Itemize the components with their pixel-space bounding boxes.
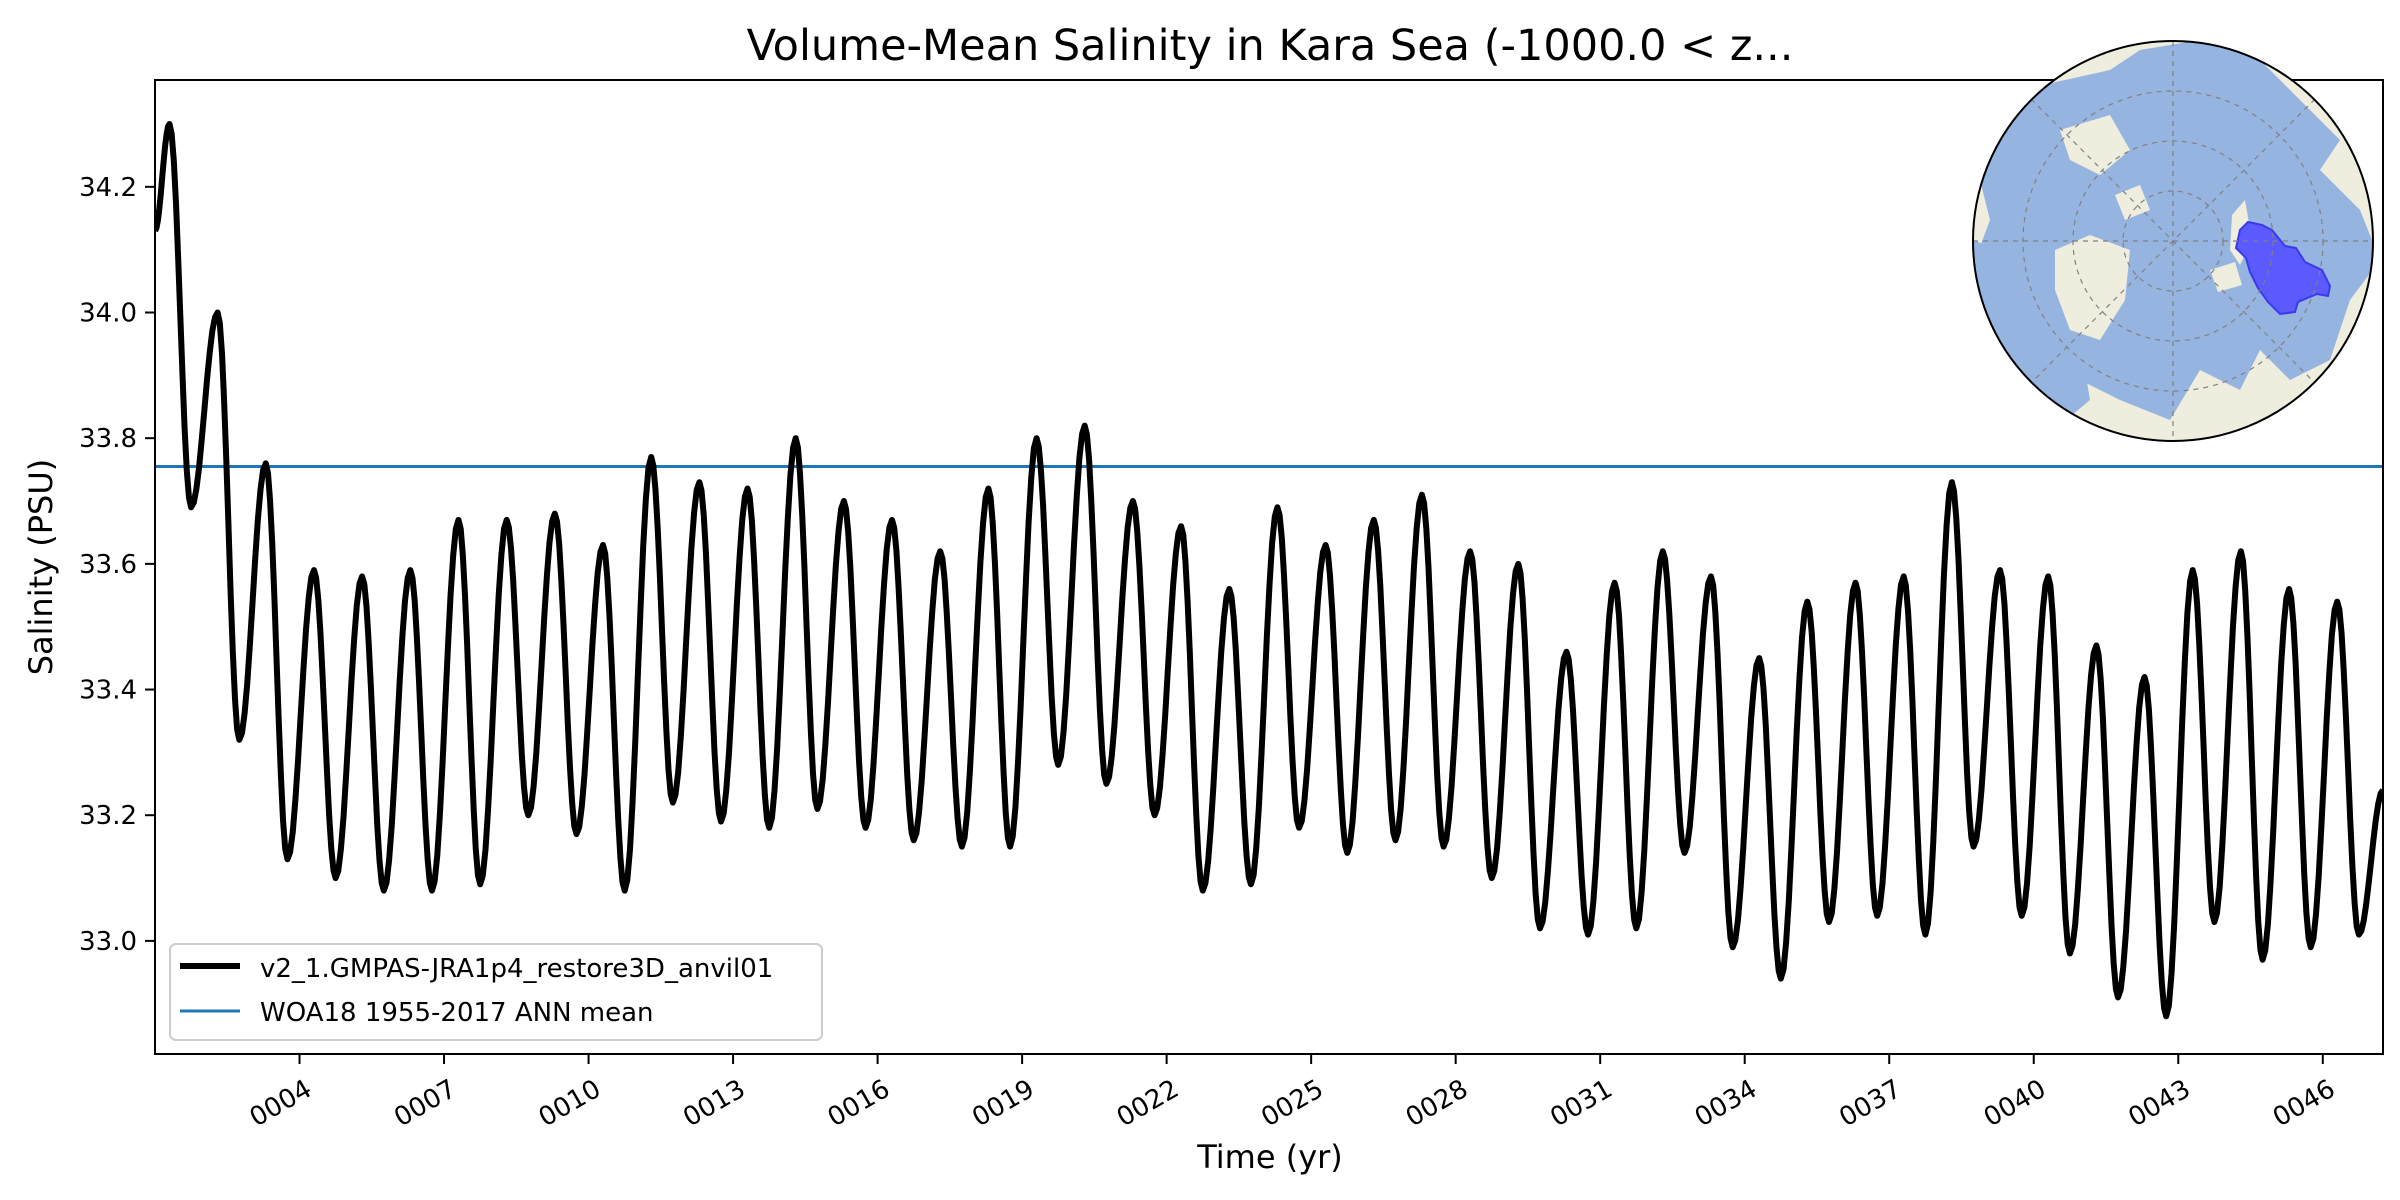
x-tick-label: 0010 bbox=[534, 1074, 606, 1133]
canadian-islands bbox=[2060, 115, 2150, 220]
chart-title: Volume-Mean Salinity in Kara Sea (-1000.… bbox=[747, 21, 1794, 71]
x-tick-label: 0046 bbox=[2268, 1074, 2340, 1133]
y-axis-ticks: 33.0 33.2 33.4 33.6 33.8 34.0 34.2 bbox=[79, 173, 155, 957]
y-tick-label: 33.6 bbox=[79, 550, 137, 580]
legend-label-model: v2_1.GMPAS-JRA1p4_restore3D_anvil01 bbox=[260, 954, 773, 984]
x-tick-label: 0031 bbox=[1545, 1074, 1617, 1133]
x-tick-label: 0007 bbox=[389, 1074, 461, 1133]
y-axis-label: Salinity (PSU) bbox=[22, 459, 60, 676]
kara-sea-region bbox=[2234, 220, 2332, 316]
x-tick-label: 0016 bbox=[823, 1074, 895, 1133]
y-tick-label: 33.0 bbox=[79, 927, 137, 957]
y-tick-label: 33.8 bbox=[79, 424, 137, 454]
legend-label-woa: WOA18 1955-2017 ANN mean bbox=[260, 998, 654, 1028]
inset-polar-map bbox=[1972, 40, 2374, 442]
x-tick-label: 0013 bbox=[678, 1074, 750, 1133]
x-tick-label: 0034 bbox=[1690, 1074, 1762, 1133]
x-tick-label: 0043 bbox=[2123, 1074, 2195, 1133]
x-tick-label: 0040 bbox=[1979, 1074, 2051, 1133]
svalbard bbox=[2210, 262, 2242, 292]
y-tick-label: 33.4 bbox=[79, 676, 137, 706]
legend-box bbox=[169, 943, 823, 1041]
x-axis-ticks: 0004 0007 0010 0013 0016 0019 0022 0025 0028 0031… bbox=[245, 1054, 2340, 1133]
x-tick-label: 0022 bbox=[1112, 1074, 1184, 1133]
x-tick-label: 0028 bbox=[1401, 1074, 1473, 1133]
x-tick-label: 0025 bbox=[1256, 1074, 1328, 1133]
x-tick-label: 0037 bbox=[1834, 1074, 1906, 1133]
x-tick-label: 0019 bbox=[967, 1074, 1039, 1133]
x-tick-label: 0004 bbox=[245, 1074, 317, 1133]
y-tick-label: 34.0 bbox=[79, 299, 137, 329]
hudson-bay bbox=[2005, 160, 2045, 205]
x-axis-label: Time (yr) bbox=[1196, 1138, 1343, 1176]
y-tick-label: 33.2 bbox=[79, 801, 137, 831]
plot-frame bbox=[154, 79, 2384, 1055]
model-salinity-line bbox=[155, 121, 2383, 1020]
y-tick-label: 34.2 bbox=[79, 173, 137, 203]
legend: v2_1.GMPAS-JRA1p4_restore3D_anvil01 WOA1… bbox=[169, 943, 823, 1041]
greenland bbox=[2055, 235, 2130, 340]
